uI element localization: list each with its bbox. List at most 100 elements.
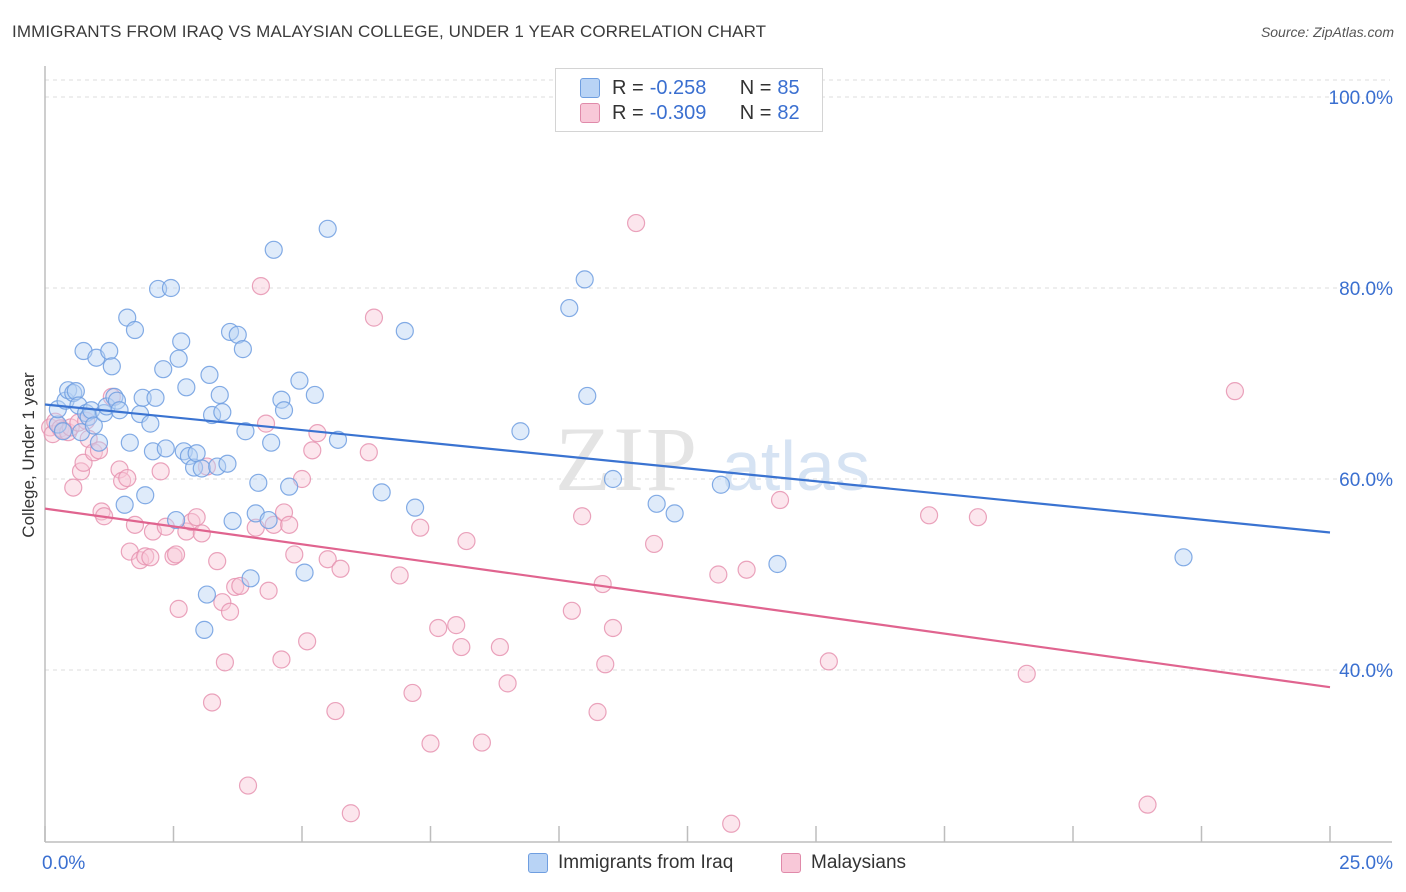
- y-tick-label: 80.0%: [1339, 279, 1393, 300]
- data-point: [328, 430, 348, 449]
- watermark: ZIP atlas: [555, 408, 870, 510]
- data-point: [241, 569, 260, 588]
- legend-r-label: R =: [612, 76, 644, 99]
- data-point: [326, 701, 345, 721]
- data-point: [395, 321, 414, 341]
- legend-swatch-pink: [580, 103, 600, 123]
- data-point: [238, 776, 258, 795]
- data-point: [59, 381, 78, 400]
- data-point: [341, 804, 360, 823]
- data-point: [709, 565, 728, 584]
- data-point: [968, 508, 988, 527]
- data-point: [64, 478, 83, 497]
- chart-title: IMMIGRANTS FROM IRAQ VS MALAYSIAN COLLEG…: [12, 22, 767, 41]
- data-point: [298, 632, 317, 651]
- bottom-legend-swatch-blue: [528, 853, 548, 873]
- axes: [44, 66, 1392, 843]
- data-point: [262, 433, 281, 452]
- data-point: [429, 618, 448, 638]
- data-point: [220, 602, 240, 621]
- data-point: [403, 683, 422, 703]
- data-point: [136, 547, 155, 566]
- data-point: [169, 349, 188, 368]
- data-point: [102, 357, 121, 376]
- data-point: [285, 545, 304, 564]
- data-point: [89, 433, 109, 452]
- data-point: [256, 414, 276, 433]
- data-point: [259, 581, 278, 600]
- data-point: [213, 593, 232, 612]
- data-point: [770, 490, 790, 510]
- bottom-legend-swatch-pink: [781, 853, 801, 873]
- y-axis-label: College, Under 1 year: [19, 372, 38, 538]
- data-point: [84, 416, 103, 435]
- data-point: [53, 422, 73, 441]
- data-point: [172, 332, 191, 351]
- watermark-atlas: atlas: [722, 427, 870, 505]
- data-point: [208, 457, 227, 476]
- bottom-legend-malaysians: Malaysians: [781, 852, 906, 874]
- data-point: [305, 385, 324, 405]
- data-point: [115, 495, 134, 514]
- x-tick-label: 25.0%: [1339, 853, 1393, 874]
- data-point: [141, 414, 160, 433]
- data-point: [161, 278, 181, 298]
- data-point: [331, 559, 350, 578]
- data-point: [626, 213, 646, 233]
- data-point: [192, 524, 211, 543]
- data-point: [722, 814, 741, 833]
- data-point: [200, 365, 219, 385]
- data-point: [490, 637, 509, 657]
- data-point: [560, 298, 579, 318]
- data-point: [236, 422, 255, 441]
- data-point: [166, 510, 186, 530]
- data-point: [166, 545, 186, 564]
- trend-line-iraq: [44, 403, 1331, 534]
- data-point: [578, 386, 597, 406]
- data-point: [228, 325, 247, 344]
- data-point: [1174, 548, 1193, 567]
- data-point: [197, 585, 217, 604]
- data-point: [136, 486, 155, 505]
- legend-n-label: N =: [739, 101, 772, 124]
- data-point: [218, 454, 237, 473]
- data-point: [125, 515, 145, 534]
- legend-row-iraq: R = -0.258 N = 85: [580, 76, 800, 100]
- data-point: [447, 616, 466, 635]
- data-point: [133, 388, 152, 407]
- bottom-legend-label-malaysians: Malaysians: [811, 852, 907, 873]
- data-point: [303, 441, 322, 460]
- data-point: [146, 388, 165, 407]
- data-point: [215, 653, 234, 672]
- tick-labels: 40.0% 60.0% 80.0% 100.0% 0.0% 25.0%: [42, 88, 1393, 874]
- legend-swatch-blue: [580, 78, 600, 98]
- data-point: [593, 574, 612, 594]
- trend-lines: [44, 403, 1331, 689]
- data-point: [819, 652, 838, 671]
- data-point: [364, 308, 384, 327]
- legend-row-malaysians: R = -0.309 N = 82: [580, 101, 800, 125]
- x-tick-label: 0.0%: [42, 853, 85, 874]
- data-point: [421, 734, 440, 753]
- data-point: [1017, 664, 1036, 683]
- data-point: [251, 276, 270, 296]
- data-point: [411, 518, 430, 537]
- legend-r-value: -0.309: [649, 101, 707, 124]
- data-point: [272, 650, 291, 669]
- data-point: [195, 620, 214, 639]
- legend-n-value: 85: [777, 76, 800, 99]
- data-point: [120, 433, 139, 452]
- data-point: [66, 382, 85, 401]
- legend-r-label: R =: [612, 101, 644, 124]
- data-point: [405, 498, 425, 517]
- data-point: [603, 618, 623, 638]
- data-point: [647, 494, 666, 513]
- correlation-legend: R = -0.258 N = 85 R = -0.309 N = 82: [555, 68, 823, 132]
- data-point: [259, 510, 278, 530]
- data-point: [768, 554, 787, 574]
- data-point: [148, 279, 168, 299]
- data-point: [573, 507, 592, 526]
- data-point: [290, 371, 309, 390]
- data-point: [156, 439, 175, 458]
- data-point: [498, 674, 517, 693]
